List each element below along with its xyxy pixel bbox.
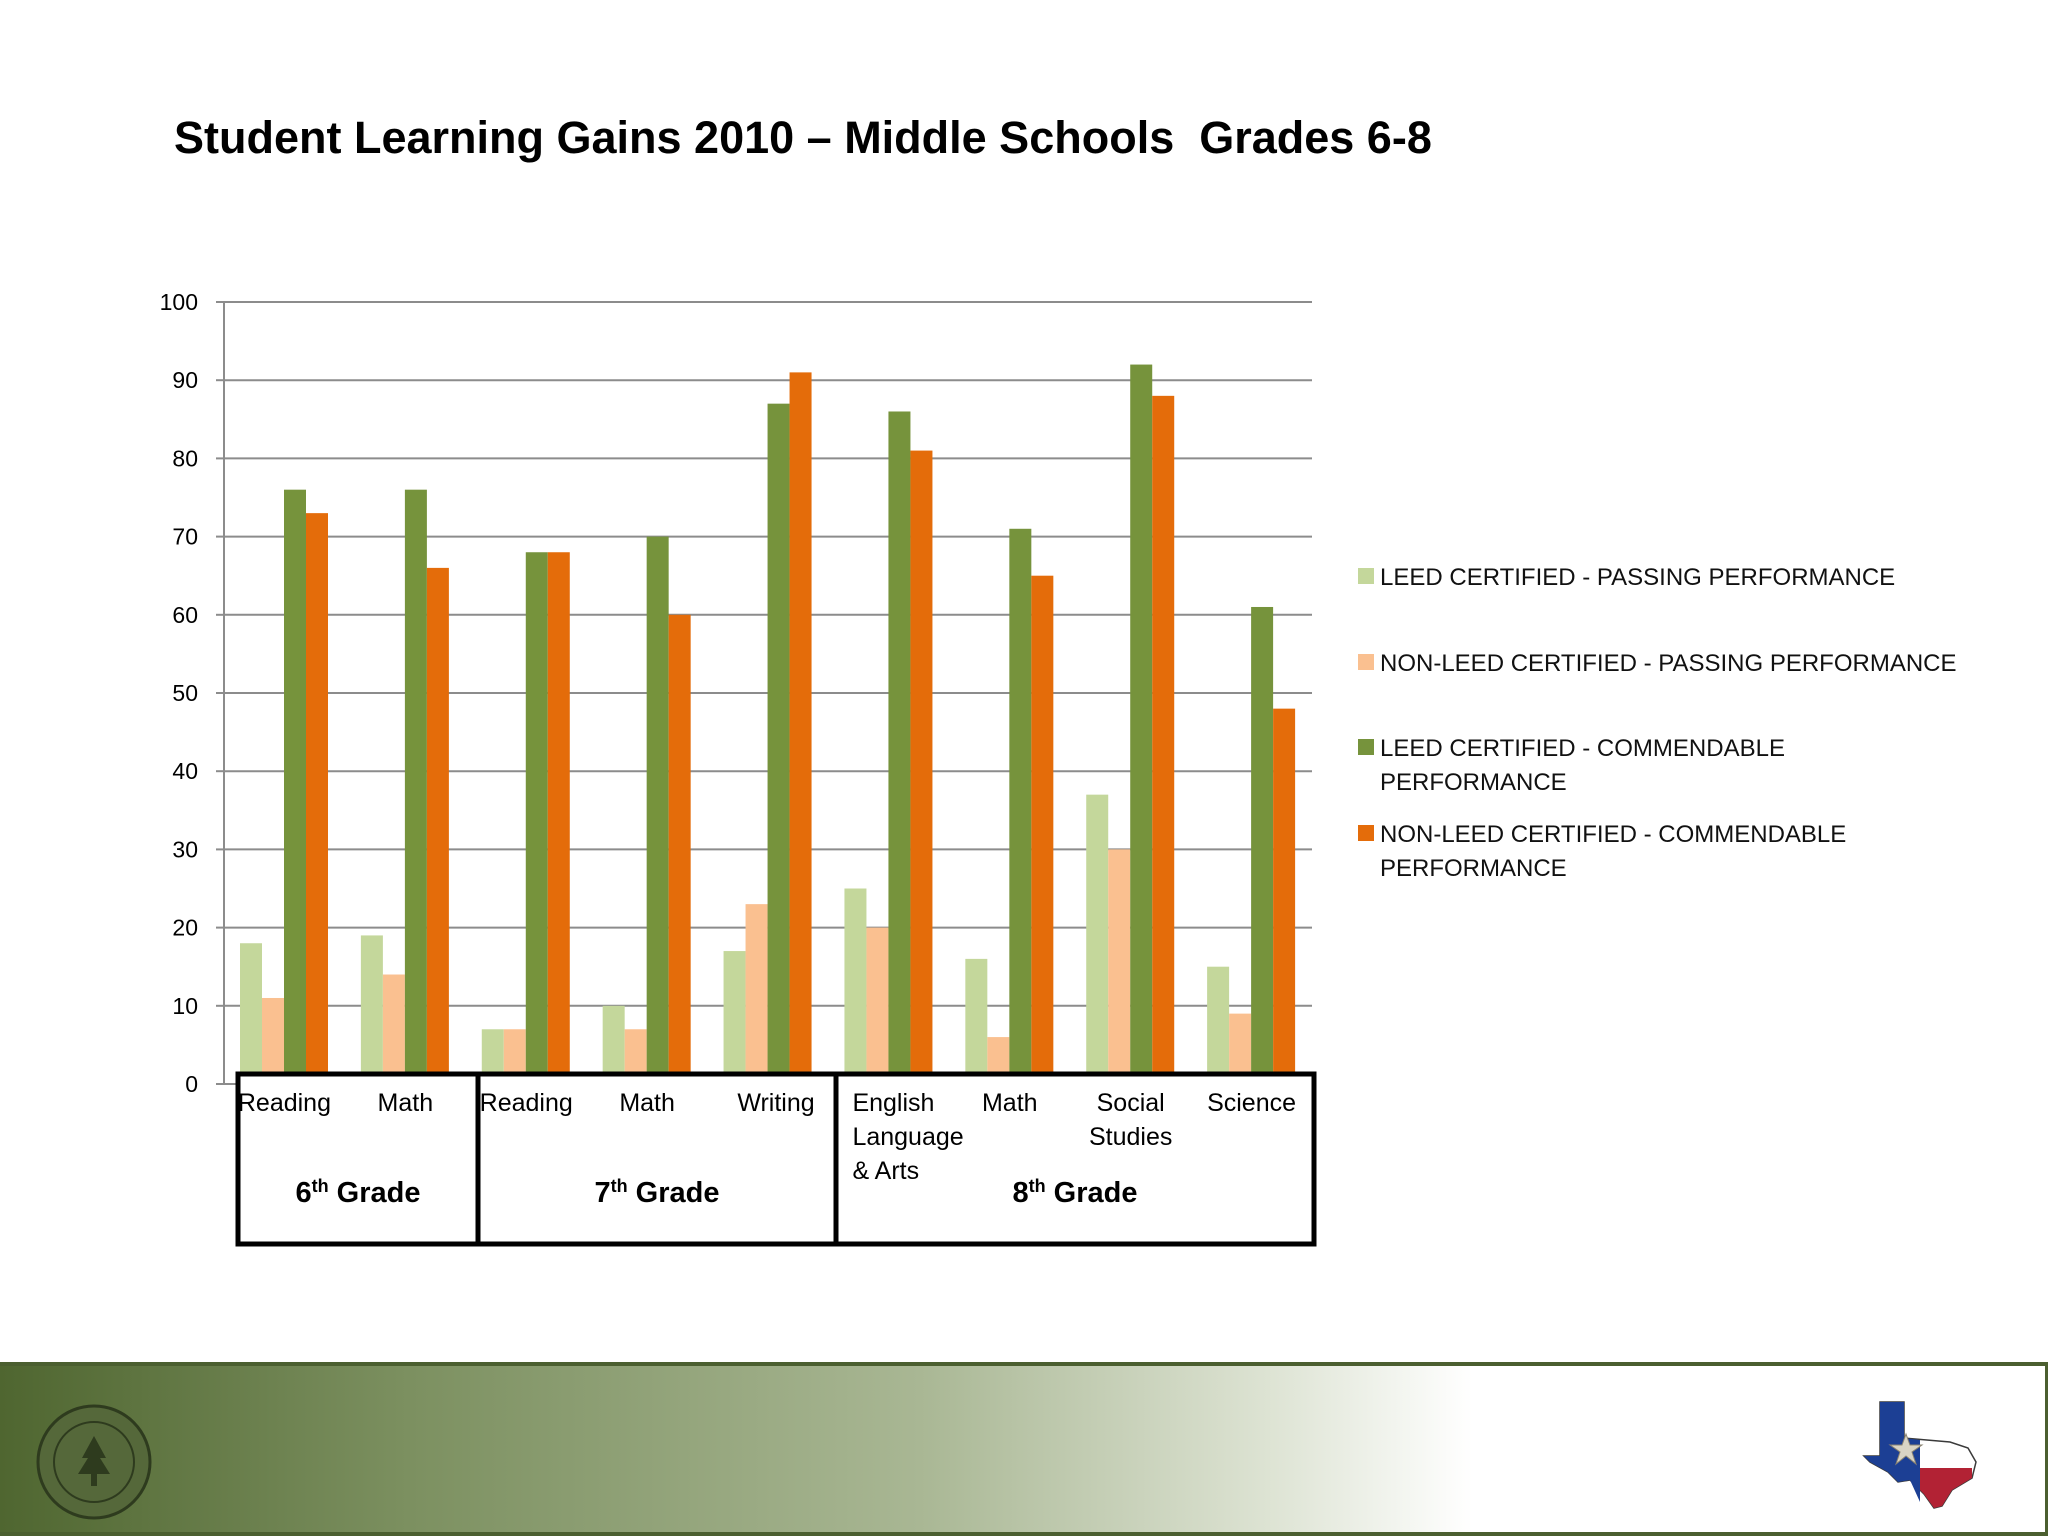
bar	[547, 552, 570, 1084]
bar	[844, 888, 867, 1084]
bar	[262, 997, 284, 1084]
bar	[745, 904, 768, 1084]
grade-box	[833, 1071, 1317, 1247]
bar	[767, 403, 790, 1084]
bar	[723, 951, 746, 1084]
grade-label: 6th Grade	[295, 1176, 420, 1209]
bar	[789, 372, 812, 1084]
category-label: Math	[982, 1089, 1038, 1117]
bar	[481, 1029, 504, 1084]
y-axis-ticks: 0 10 20 30 40 50 60 70 80 90 100	[160, 289, 198, 1097]
bar	[360, 935, 383, 1084]
category-label: Reading	[480, 1089, 573, 1117]
legend-label: PERFORMANCE	[1380, 855, 1567, 882]
bar	[1108, 849, 1131, 1084]
legend-label: LEED CERTIFIED - PASSING PERFORMANCE	[1380, 564, 1895, 591]
legend-label: NON-LEED CERTIFIED - COMMENDABLE	[1380, 821, 1846, 848]
y-tick-label: 70	[172, 524, 198, 550]
legend-swatch	[1358, 654, 1374, 670]
bar	[602, 1005, 625, 1084]
footer-band	[0, 1362, 2048, 1536]
bar	[866, 927, 889, 1084]
y-tick-label: 90	[172, 367, 198, 393]
bar	[1086, 794, 1109, 1084]
grade-box	[475, 1071, 839, 1247]
bar	[1031, 575, 1054, 1084]
texas-flag-map-icon	[1862, 1401, 1977, 1509]
legend-swatch	[1358, 825, 1374, 841]
y-tick-label: 80	[172, 445, 198, 471]
category-label: Science	[1207, 1089, 1296, 1117]
legend-label: LEED CERTIFIED - COMMENDABLE	[1380, 735, 1785, 762]
bar	[888, 411, 911, 1085]
category-label: Reading	[238, 1089, 331, 1117]
y-tick-label: 0	[185, 1071, 198, 1097]
bar	[1229, 1013, 1252, 1084]
bar	[284, 489, 306, 1084]
chart-bars	[240, 364, 1296, 1085]
category-label: Language	[852, 1123, 963, 1151]
y-tick-label: 10	[172, 993, 198, 1019]
y-tick-label: 60	[172, 602, 198, 628]
usgbc-seal-icon	[36, 1404, 152, 1520]
category-label: Math	[378, 1089, 434, 1117]
bar	[503, 1029, 526, 1084]
bar	[624, 1029, 647, 1084]
bar-chart: 0 10 20 30 40 50 60 70 80 90 100 6th Grade 7th Grad…	[160, 289, 1957, 1247]
y-tick-label: 100	[160, 289, 198, 315]
legend-label: NON-LEED CERTIFIED - PASSING PERFORMANCE	[1380, 650, 1957, 677]
legend-label: PERFORMANCE	[1380, 769, 1567, 796]
grade-label: 7th Grade	[594, 1176, 719, 1209]
legend-swatch	[1358, 739, 1374, 755]
slide-title: Student Learning Gains 2010 – Middle Sch…	[174, 112, 1432, 163]
bar	[1009, 528, 1032, 1084]
category-label: Studies	[1089, 1123, 1172, 1151]
bar	[1152, 395, 1175, 1085]
category-label: Writing	[737, 1089, 814, 1117]
chart-legend: LEED CERTIFIED - PASSING PERFORMANCE NON-…	[1358, 564, 1957, 882]
y-tick-label: 30	[172, 836, 198, 862]
category-label: English	[852, 1089, 934, 1117]
bar	[404, 489, 427, 1084]
grade-label: 8th Grade	[1012, 1176, 1137, 1209]
category-label: Social	[1097, 1089, 1165, 1117]
category-label: Math	[619, 1089, 675, 1117]
bar	[1207, 966, 1230, 1084]
grade-box	[235, 1071, 481, 1247]
bar	[965, 958, 988, 1084]
legend-swatch	[1358, 568, 1374, 584]
category-label: & Arts	[852, 1157, 919, 1185]
bar	[525, 552, 548, 1084]
bar	[1273, 708, 1296, 1084]
bar	[306, 513, 328, 1084]
grade-boxes: 6th Grade 7th Grade 8th Grade	[235, 1071, 1317, 1247]
category-labels: Reading Math Reading Math Writing English Lang…	[238, 1089, 1296, 1185]
bar	[910, 450, 933, 1085]
y-tick-label: 20	[172, 915, 198, 941]
bar	[240, 943, 262, 1084]
y-tick-label: 50	[172, 680, 198, 706]
bar	[426, 567, 449, 1084]
bar	[382, 974, 405, 1084]
bar	[1130, 364, 1153, 1084]
bar	[1251, 606, 1274, 1084]
y-tick-label: 40	[172, 758, 198, 784]
bar	[668, 614, 691, 1084]
bar	[646, 536, 669, 1084]
